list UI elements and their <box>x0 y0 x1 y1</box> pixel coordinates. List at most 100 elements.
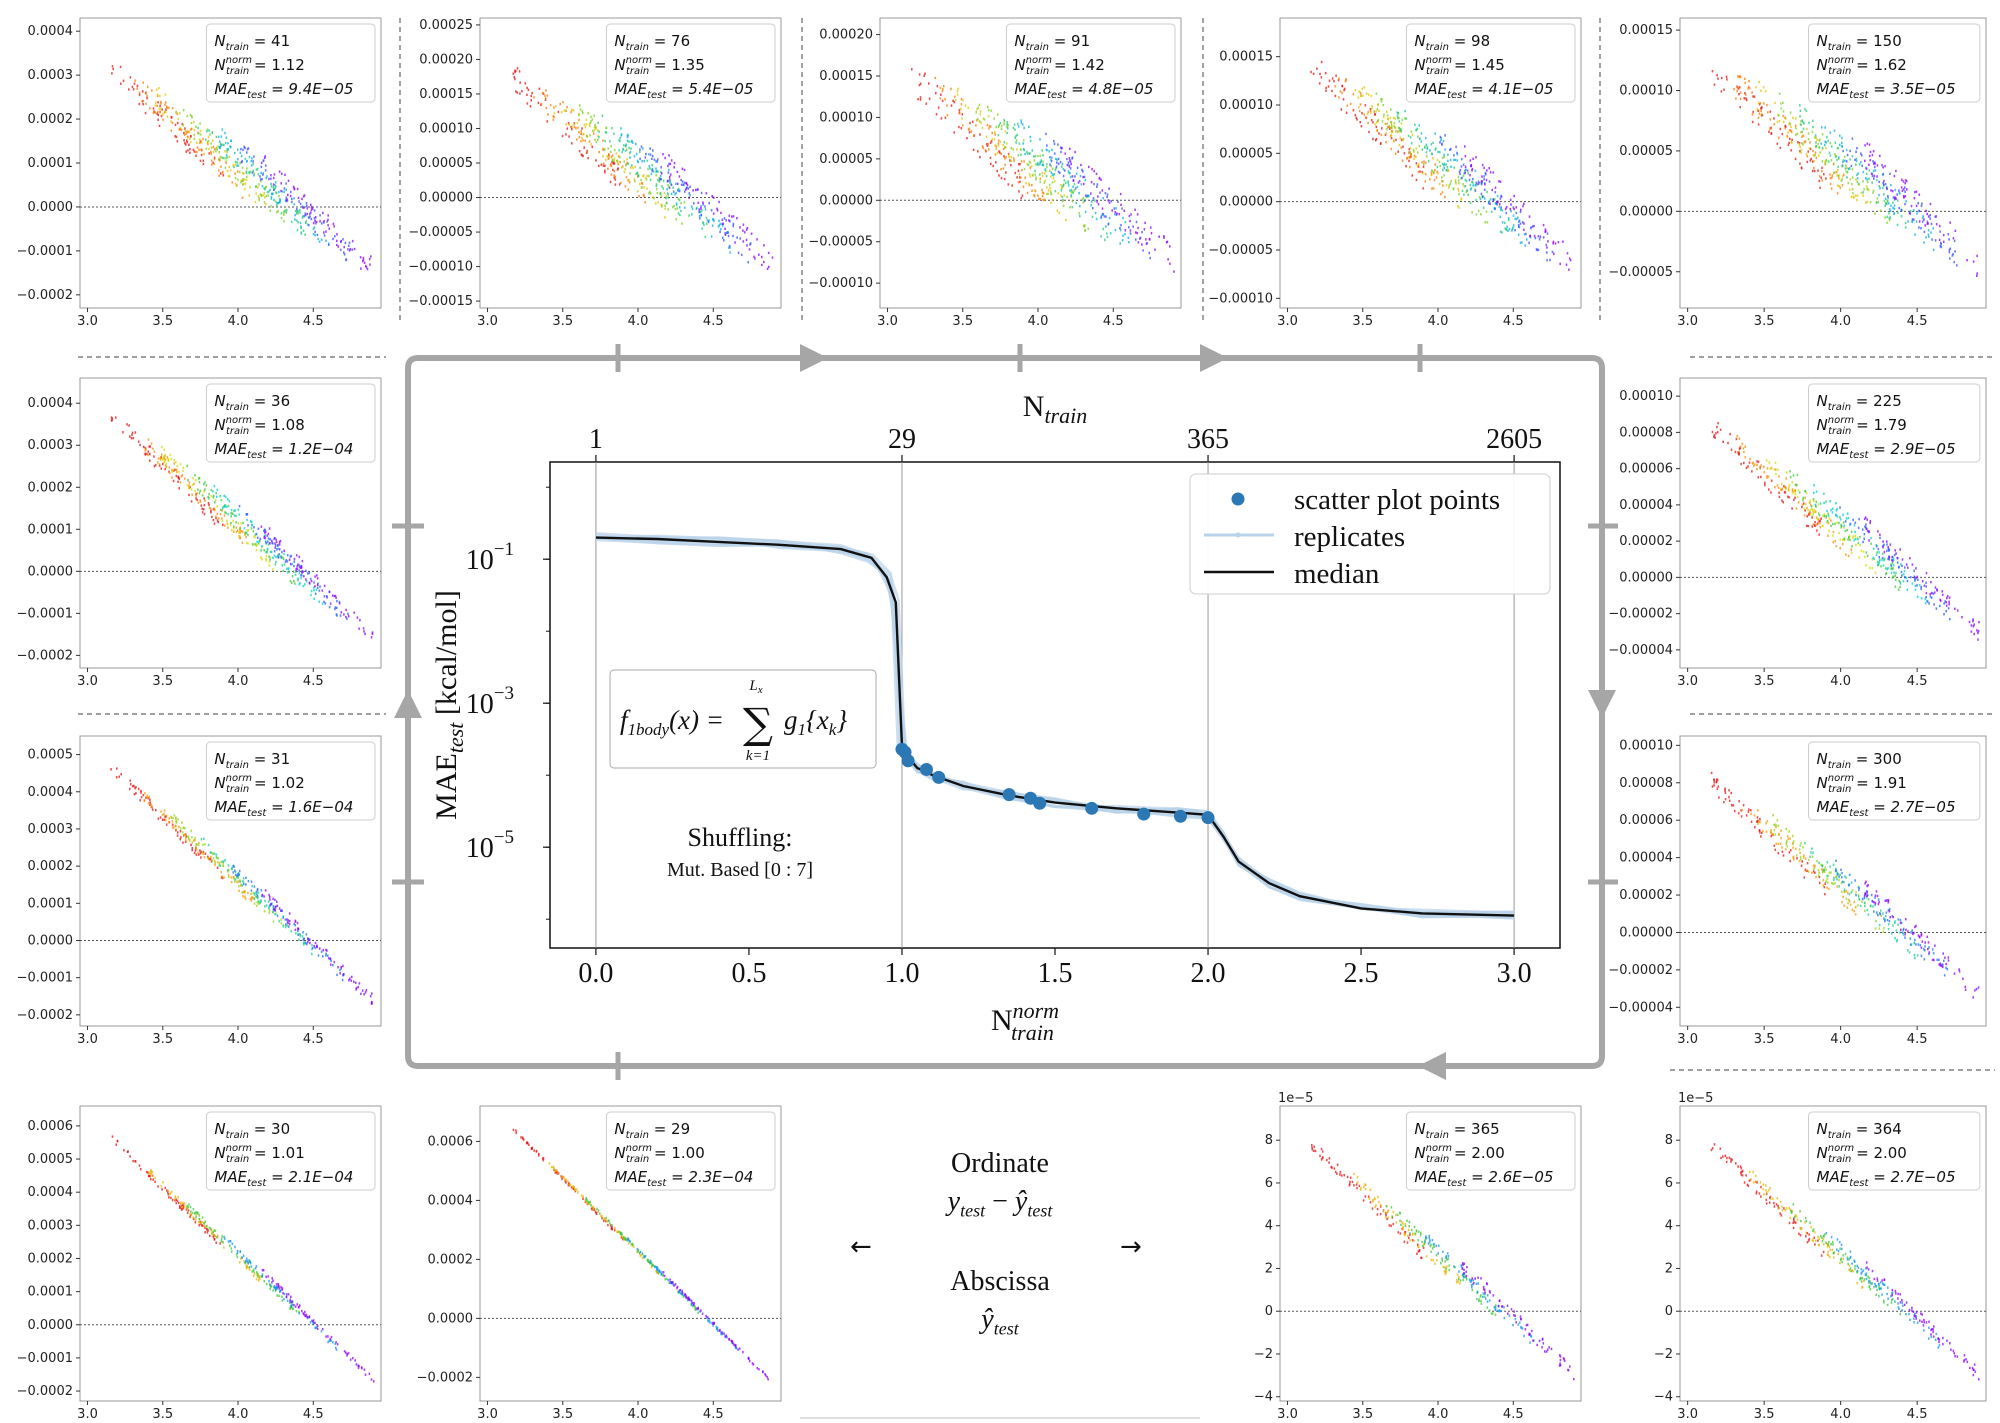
scatter-point <box>213 522 216 525</box>
scatter-point <box>1039 163 1041 166</box>
scatter-point <box>1874 169 1877 172</box>
scatter-point <box>701 227 703 230</box>
scatter-point <box>1363 113 1365 116</box>
scatter-point <box>1795 117 1797 120</box>
scatter-point <box>213 162 216 166</box>
scatter-point <box>669 173 672 176</box>
scatter-point <box>174 123 177 127</box>
scatter-point <box>1845 170 1848 173</box>
scatter-point <box>1073 182 1076 186</box>
scatter-point <box>286 567 288 570</box>
scatter-point <box>304 233 306 236</box>
scatter-point <box>218 158 220 161</box>
scatter-point <box>1717 77 1719 80</box>
scatter-point <box>1874 162 1876 165</box>
scatter-point <box>150 442 153 445</box>
scatter-point <box>1020 160 1023 163</box>
scatter-point <box>130 437 133 440</box>
scatter-point <box>1809 141 1811 144</box>
scatter-point <box>660 203 663 206</box>
scatter-point <box>749 243 751 246</box>
scatter-point <box>199 129 202 133</box>
scatter-point <box>1069 167 1072 170</box>
scatter-point <box>1873 910 1875 913</box>
scatter-point <box>651 163 653 167</box>
scatter-point <box>260 194 263 197</box>
scatter-point <box>670 192 673 195</box>
scatter-point <box>1014 136 1016 139</box>
scatter-point <box>1501 231 1503 234</box>
scatter-point <box>988 127 990 130</box>
scatter-point <box>1521 241 1523 244</box>
scatter-point <box>147 797 150 800</box>
scatter-point <box>1851 137 1854 140</box>
scatter-point <box>712 196 715 199</box>
scatter-point <box>526 86 528 90</box>
scatter-point <box>236 874 238 877</box>
scatter-point <box>1078 191 1080 195</box>
scatter-point <box>243 882 245 886</box>
y-tick-label: 0.00015 <box>1619 23 1673 38</box>
scatter-point <box>294 928 297 931</box>
scatter-point <box>285 199 287 203</box>
scatter-point <box>314 230 316 234</box>
scatter-point <box>526 93 528 96</box>
scatter-point <box>648 174 650 178</box>
scatter-point <box>1848 873 1851 877</box>
scatter-point <box>297 577 299 580</box>
scatter-point <box>296 187 299 191</box>
y-tick-label: 0.00002 <box>1619 534 1673 549</box>
scatter-point <box>225 154 228 157</box>
scatter-point <box>1837 165 1839 169</box>
scatter-point <box>1869 201 1872 204</box>
scatter-point <box>1847 554 1850 558</box>
scatter-point <box>171 826 174 829</box>
scatter-point <box>244 532 246 536</box>
scatter-point <box>1763 471 1766 474</box>
scatter-point <box>1929 592 1932 596</box>
scatter-point <box>1942 233 1945 237</box>
scatter-point <box>365 266 368 269</box>
scatter-point <box>237 880 240 883</box>
scatter-point <box>155 101 157 104</box>
x-tick-label: 4.0 <box>228 1032 249 1047</box>
scatter-point <box>1063 169 1066 172</box>
scatter-point <box>1884 216 1886 219</box>
scatter-point <box>211 859 214 862</box>
scatter-point <box>1092 197 1095 200</box>
x-tick-label: 4.0 <box>1428 314 1449 329</box>
scatter-point <box>291 197 293 201</box>
scatter-point <box>1879 154 1881 158</box>
scatter-point <box>286 198 288 201</box>
scatter-point <box>1028 160 1031 163</box>
scatter-point <box>669 181 671 184</box>
scatter-point <box>206 141 209 144</box>
scatter-point <box>1921 940 1924 943</box>
scatter-point <box>265 557 267 561</box>
scatter-point <box>1747 810 1750 813</box>
scatter-point <box>1715 778 1718 781</box>
mae-value: = 1.6E−04 <box>266 798 353 816</box>
scatter-point <box>1915 220 1918 223</box>
scatter-point <box>1055 157 1057 160</box>
scatter-point <box>917 98 919 101</box>
scatter-point <box>327 954 329 957</box>
scatter-point <box>251 171 254 174</box>
scatter-point <box>1011 184 1013 187</box>
scatter-point <box>1063 179 1066 182</box>
scatter-point <box>1819 502 1822 505</box>
scatter-point <box>204 852 207 855</box>
scatter-point <box>982 146 984 150</box>
n-symbol: N <box>1014 56 1025 74</box>
scatter-point <box>1033 193 1035 197</box>
scatter-point <box>153 465 156 468</box>
scatter-point <box>298 938 300 941</box>
scatter-point <box>1812 864 1815 867</box>
scatter-point <box>268 907 270 910</box>
scatter-point <box>1480 180 1483 183</box>
scatter-point <box>1799 162 1801 165</box>
scatter-point <box>1945 609 1947 613</box>
n-subscript: train <box>1828 426 1851 437</box>
scatter-point <box>1415 155 1417 159</box>
scatter-point <box>1483 197 1486 200</box>
